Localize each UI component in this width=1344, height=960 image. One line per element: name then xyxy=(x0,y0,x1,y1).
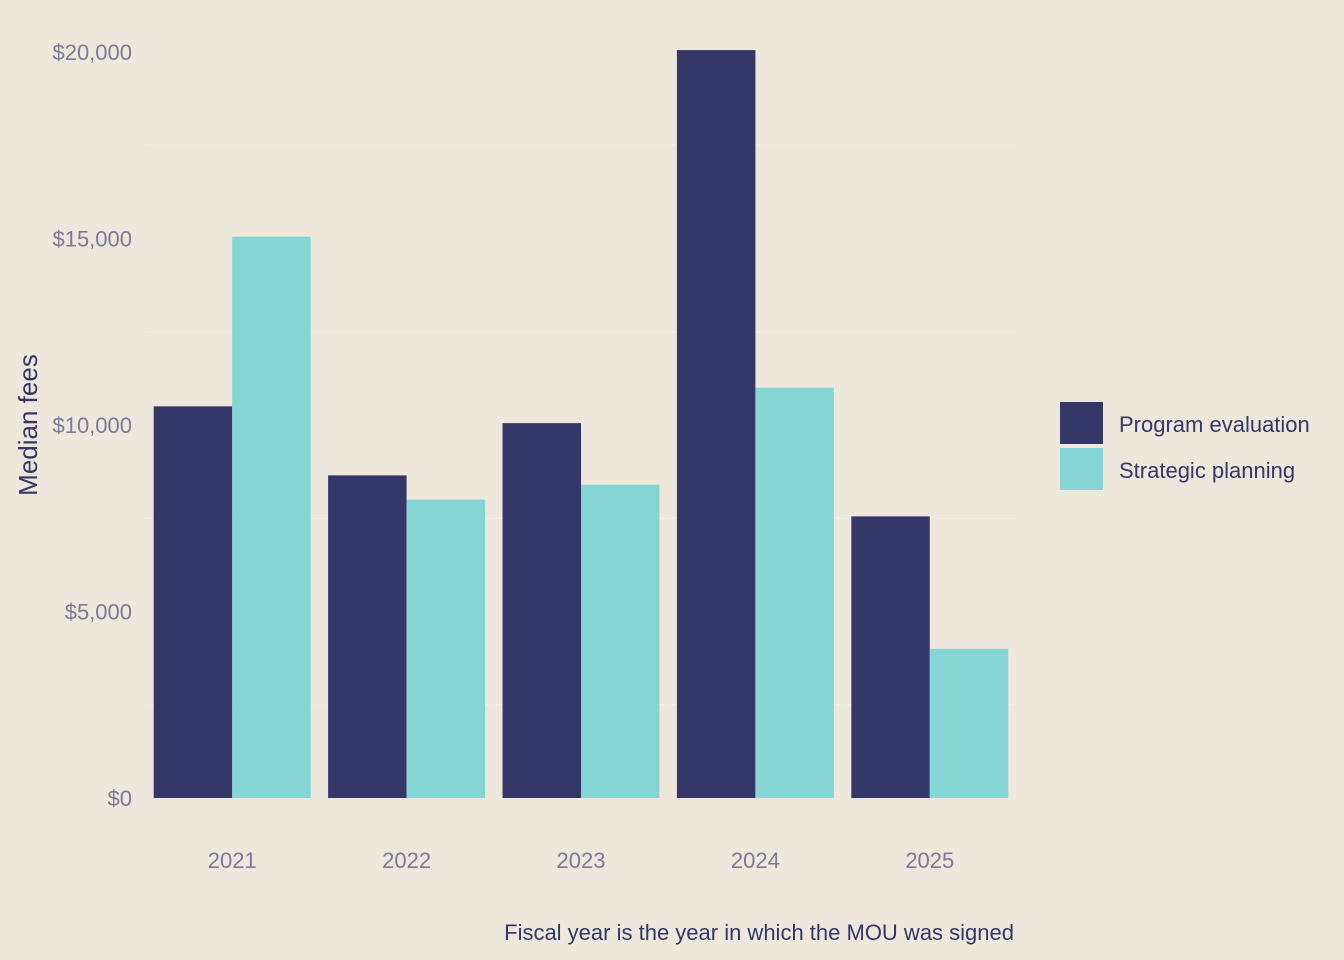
x-axis-ticks: 2021 2022 2023 2024 2025 xyxy=(208,848,955,873)
y-tick-label: $10,000 xyxy=(52,413,132,438)
bar-strategic-planning-2023 xyxy=(581,484,660,798)
legend-label: Program evaluation xyxy=(1119,412,1310,437)
bar-program-evaluation-2021 xyxy=(153,406,233,798)
x-tick-label: 2022 xyxy=(382,848,431,873)
x-tick-label: 2025 xyxy=(905,848,954,873)
bar-program-evaluation-2022 xyxy=(328,475,407,798)
legend-label: Strategic planning xyxy=(1119,458,1295,483)
legend-swatch xyxy=(1060,402,1103,444)
chart-caption: Fiscal year is the year in which the MOU… xyxy=(504,920,1014,945)
legend: Program evaluation Strategic planning xyxy=(1060,402,1310,490)
y-tick-label: $5,000 xyxy=(65,600,132,625)
bar-strategic-planning-2025 xyxy=(929,648,1009,798)
bar-program-evaluation-2024 xyxy=(676,50,756,798)
y-axis-title: Median fees xyxy=(13,354,43,496)
bar-program-evaluation-2025 xyxy=(851,516,930,798)
bar-program-evaluation-2023 xyxy=(502,423,581,798)
y-tick-label: $0 xyxy=(108,786,132,811)
x-tick-label: 2023 xyxy=(557,848,606,873)
bar-strategic-planning-2024 xyxy=(755,387,834,798)
bar-strategic-planning-2022 xyxy=(406,499,486,798)
y-tick-label: $20,000 xyxy=(52,40,132,65)
x-tick-label: 2021 xyxy=(208,848,257,873)
y-axis-ticks: $0 $5,000 $10,000 $15,000 $20,000 xyxy=(52,40,132,811)
legend-swatch xyxy=(1060,448,1103,490)
x-tick-label: 2024 xyxy=(731,848,780,873)
bar-strategic-planning-2021 xyxy=(232,236,311,798)
y-tick-label: $15,000 xyxy=(52,227,132,252)
bars-layer xyxy=(153,50,1009,798)
